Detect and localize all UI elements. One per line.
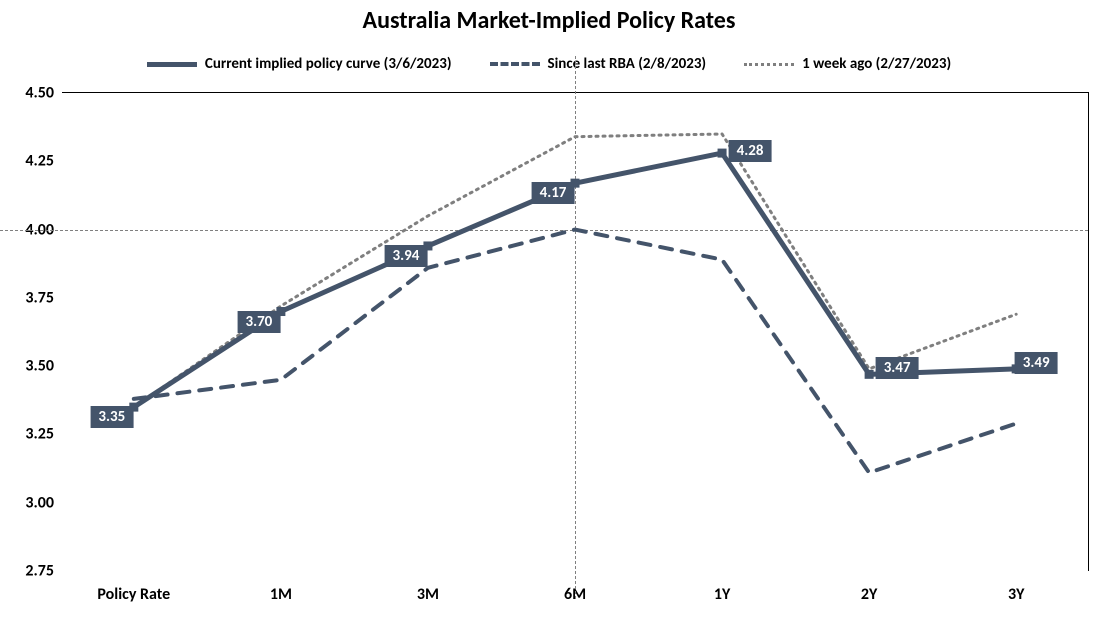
chart-title: Australia Market-Implied Policy Rates xyxy=(0,6,1098,35)
y-axis-tick: 4.25 xyxy=(25,152,62,171)
x-axis-tick: 3M xyxy=(417,571,439,604)
y-axis-tick: 3.75 xyxy=(25,288,62,307)
legend-label-current: Current implied policy curve (3/6/2023) xyxy=(205,55,452,73)
y-axis-tick: 2.75 xyxy=(25,562,62,581)
data-label-current: 3.47 xyxy=(876,357,919,379)
legend-item-lastrba: Since last RBA (2/8/2023) xyxy=(490,55,707,73)
chart-legend: Current implied policy curve (3/6/2023) … xyxy=(0,55,1098,73)
series-svg xyxy=(62,93,1088,571)
y-axis-tick: 3.00 xyxy=(25,493,62,512)
legend-label-weekago: 1 week ago (2/27/2023) xyxy=(802,55,951,73)
series-lastRBA xyxy=(134,230,1016,473)
data-label-current: 4.17 xyxy=(532,182,575,204)
legend-label-lastrba: Since last RBA (2/8/2023) xyxy=(548,55,707,73)
data-label-current: 3.35 xyxy=(90,406,133,428)
data-label-current: 3.70 xyxy=(237,311,280,333)
data-label-current: 3.49 xyxy=(1015,352,1058,374)
x-axis-tick: 1M xyxy=(270,571,292,604)
legend-swatch-current xyxy=(147,62,197,67)
x-axis-tick: Policy Rate xyxy=(97,571,170,604)
marker-current xyxy=(718,149,727,158)
y-axis-tick: 3.50 xyxy=(25,357,62,376)
y-axis-tick: 3.25 xyxy=(25,425,62,444)
chart-container: Australia Market-Implied Policy Rates Cu… xyxy=(0,0,1098,621)
marker-current xyxy=(865,370,874,379)
data-label-current: 3.94 xyxy=(385,245,428,267)
x-axis-tick: 1Y xyxy=(714,571,730,604)
legend-swatch-lastrba xyxy=(490,62,540,66)
data-label-current: 4.28 xyxy=(729,140,772,162)
legend-item-weekago: 1 week ago (2/27/2023) xyxy=(744,55,951,73)
legend-item-current: Current implied policy curve (3/6/2023) xyxy=(147,55,452,73)
plot-area: 2.753.003.253.503.754.004.254.50Policy R… xyxy=(62,92,1089,571)
x-axis-tick: 3Y xyxy=(1008,571,1024,604)
y-axis-tick: 4.50 xyxy=(25,84,62,103)
x-axis-tick: 2Y xyxy=(861,571,877,604)
legend-swatch-weekago xyxy=(744,63,794,66)
